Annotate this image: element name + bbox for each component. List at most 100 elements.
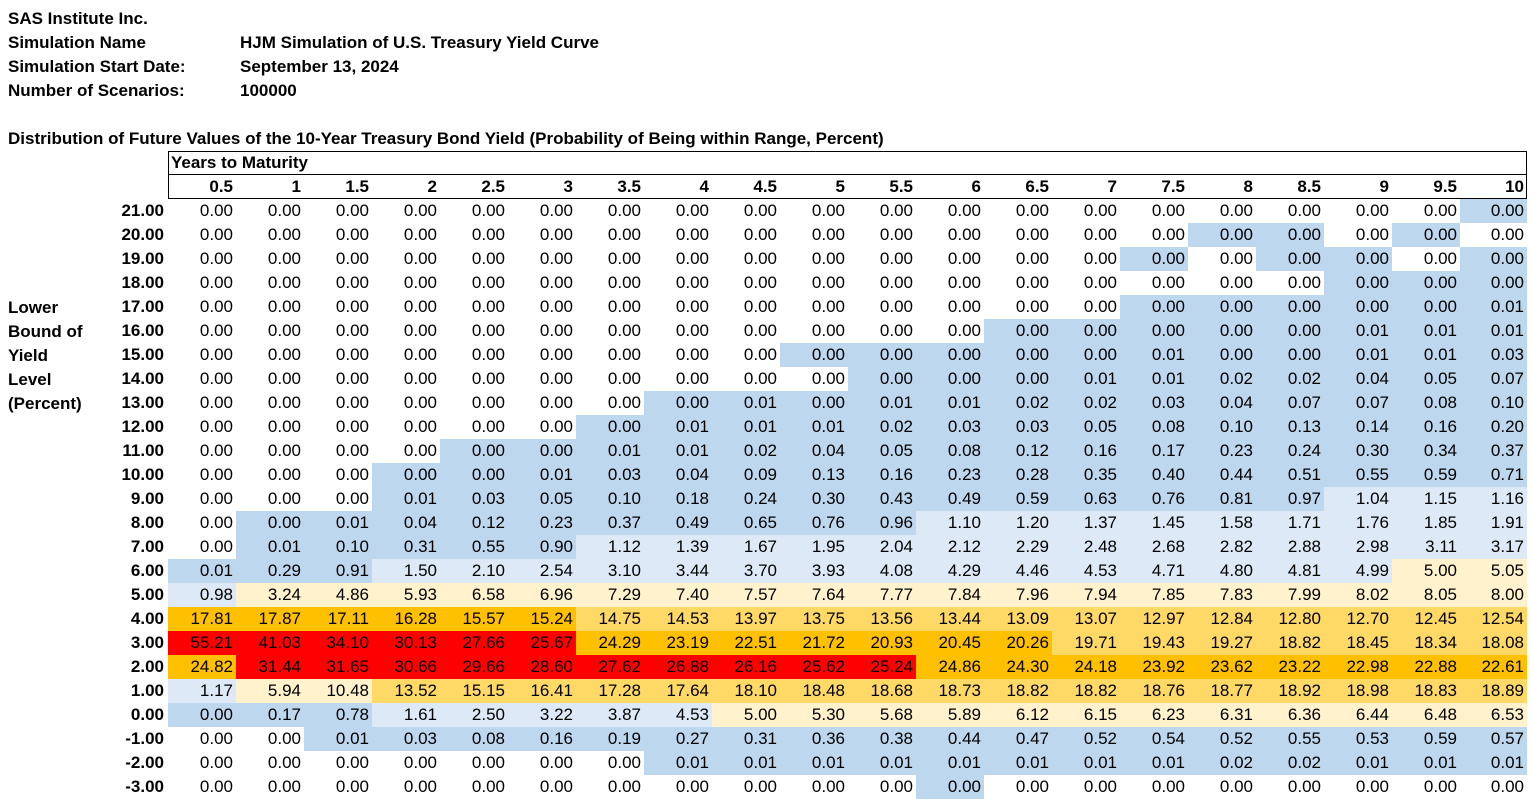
table-cell: 0.04 xyxy=(1324,367,1392,391)
table-cell: 0.00 xyxy=(508,415,576,439)
table-cell: 6.44 xyxy=(1324,703,1392,727)
table-cell: 0.23 xyxy=(508,511,576,535)
table-cell: 0.00 xyxy=(304,391,372,415)
table-cell: 0.00 xyxy=(168,751,236,775)
table-cell: 3.24 xyxy=(236,583,304,607)
table-cell: 27.66 xyxy=(440,631,508,655)
table-cell: 5.93 xyxy=(372,583,440,607)
start-date-value: September 13, 2024 xyxy=(240,57,399,76)
table-cell: 5.89 xyxy=(916,703,984,727)
table-cell: 0.00 xyxy=(508,391,576,415)
table-cell: 13.75 xyxy=(780,607,848,631)
table-cell: 0.38 xyxy=(848,727,916,751)
table-cell: 0.00 xyxy=(372,271,440,295)
table-cell: 0.03 xyxy=(1120,391,1188,415)
table-cell: 0.00 xyxy=(1188,247,1256,271)
table-cell: 0.01 xyxy=(1392,319,1460,343)
table-cell: 17.64 xyxy=(644,679,712,703)
table-cell: 0.00 xyxy=(644,223,712,247)
table-cell: 0.00 xyxy=(236,751,304,775)
column-header: 9 xyxy=(1379,177,1389,196)
table-cell: 0.00 xyxy=(780,319,848,343)
table-cell: 0.20 xyxy=(1460,415,1527,439)
column-group-header-divider xyxy=(168,174,1527,175)
table-cell: 0.03 xyxy=(576,463,644,487)
table-cell: 0.00 xyxy=(644,199,712,223)
table-cell: 2.50 xyxy=(440,703,508,727)
table-cell: 0.00 xyxy=(168,367,236,391)
table-cell: 2.54 xyxy=(508,559,576,583)
table-cell: 0.01 xyxy=(1460,319,1527,343)
table-cell: 0.00 xyxy=(1120,223,1188,247)
table-cell: 15.24 xyxy=(508,607,576,631)
table-cell: 0.00 xyxy=(440,391,508,415)
scenarios-value: 100000 xyxy=(240,81,297,100)
table-cell: 0.57 xyxy=(1460,727,1527,751)
row-label: -3.00 xyxy=(125,777,164,796)
table-cell: 24.29 xyxy=(576,631,644,655)
table-cell: 0.00 xyxy=(848,367,916,391)
table-cell: 1.67 xyxy=(712,535,780,559)
table-cell: 0.98 xyxy=(168,583,236,607)
table-cell: 0.00 xyxy=(236,367,304,391)
table-cell: 2.12 xyxy=(916,535,984,559)
table-cell: 0.00 xyxy=(304,319,372,343)
table-cell: 0.37 xyxy=(576,511,644,535)
table-cell: 0.00 xyxy=(372,775,440,799)
table-cell: 1.12 xyxy=(576,535,644,559)
table-cell: 0.00 xyxy=(236,727,304,751)
table-cell: 0.00 xyxy=(1392,199,1460,223)
table-cell: 0.00 xyxy=(984,199,1052,223)
table-cell: 5.00 xyxy=(1392,559,1460,583)
table-cell: 0.02 xyxy=(848,415,916,439)
table-cell: 0.00 xyxy=(984,367,1052,391)
table-cell: 0.00 xyxy=(576,223,644,247)
table-cell: 0.00 xyxy=(1188,223,1256,247)
table-cell: 0.00 xyxy=(440,415,508,439)
column-header: 7.5 xyxy=(1161,177,1185,196)
table-cell: 0.00 xyxy=(508,271,576,295)
table-cell: 0.00 xyxy=(1188,271,1256,295)
table-cell: 0.01 xyxy=(1052,367,1120,391)
table-cell: 3.87 xyxy=(576,703,644,727)
table-cell: 4.08 xyxy=(848,559,916,583)
table-cell: 0.00 xyxy=(372,463,440,487)
table-cell: 0.00 xyxy=(236,775,304,799)
row-label: 20.00 xyxy=(121,225,164,244)
table-cell: 0.00 xyxy=(576,415,644,439)
table-cell: 0.00 xyxy=(1460,775,1527,799)
table-cell: 0.00 xyxy=(372,295,440,319)
table-cell: 0.00 xyxy=(576,247,644,271)
table-cell: 0.00 xyxy=(236,295,304,319)
table-cell: 0.00 xyxy=(780,199,848,223)
table-cell: 0.00 xyxy=(508,343,576,367)
table-cell: 0.00 xyxy=(168,727,236,751)
table-cell: 0.01 xyxy=(780,415,848,439)
table-cell: 7.57 xyxy=(712,583,780,607)
table-cell: 0.01 xyxy=(236,535,304,559)
row-label: 17.00 xyxy=(121,297,164,316)
table-cell: 0.00 xyxy=(1120,247,1188,271)
table-cell: 0.00 xyxy=(168,295,236,319)
row-label: 2.00 xyxy=(130,657,164,676)
table-cell: 18.68 xyxy=(848,679,916,703)
row-label: 0.00 xyxy=(130,705,164,724)
table-cell: 0.00 xyxy=(712,367,780,391)
table-cell: 15.57 xyxy=(440,607,508,631)
row-axis-label: Lower Bound of Yield Level (Percent) xyxy=(8,296,108,416)
table-cell: 0.00 xyxy=(712,343,780,367)
table-cell: 0.00 xyxy=(1392,271,1460,295)
table-cell: 0.49 xyxy=(916,487,984,511)
row-label: 18.00 xyxy=(121,273,164,292)
table-cell: 3.22 xyxy=(508,703,576,727)
table-cell: 0.00 xyxy=(508,439,576,463)
table-cell: 0.01 xyxy=(372,487,440,511)
column-header: 8 xyxy=(1243,177,1253,196)
table-cell: 0.00 xyxy=(848,319,916,343)
table-cell: 5.68 xyxy=(848,703,916,727)
row-label: 15.00 xyxy=(121,345,164,364)
table-cell: 0.55 xyxy=(1256,727,1324,751)
table-cell: 0.00 xyxy=(304,751,372,775)
table-cell: 0.00 xyxy=(1052,343,1120,367)
table-cell: 0.37 xyxy=(1460,439,1527,463)
